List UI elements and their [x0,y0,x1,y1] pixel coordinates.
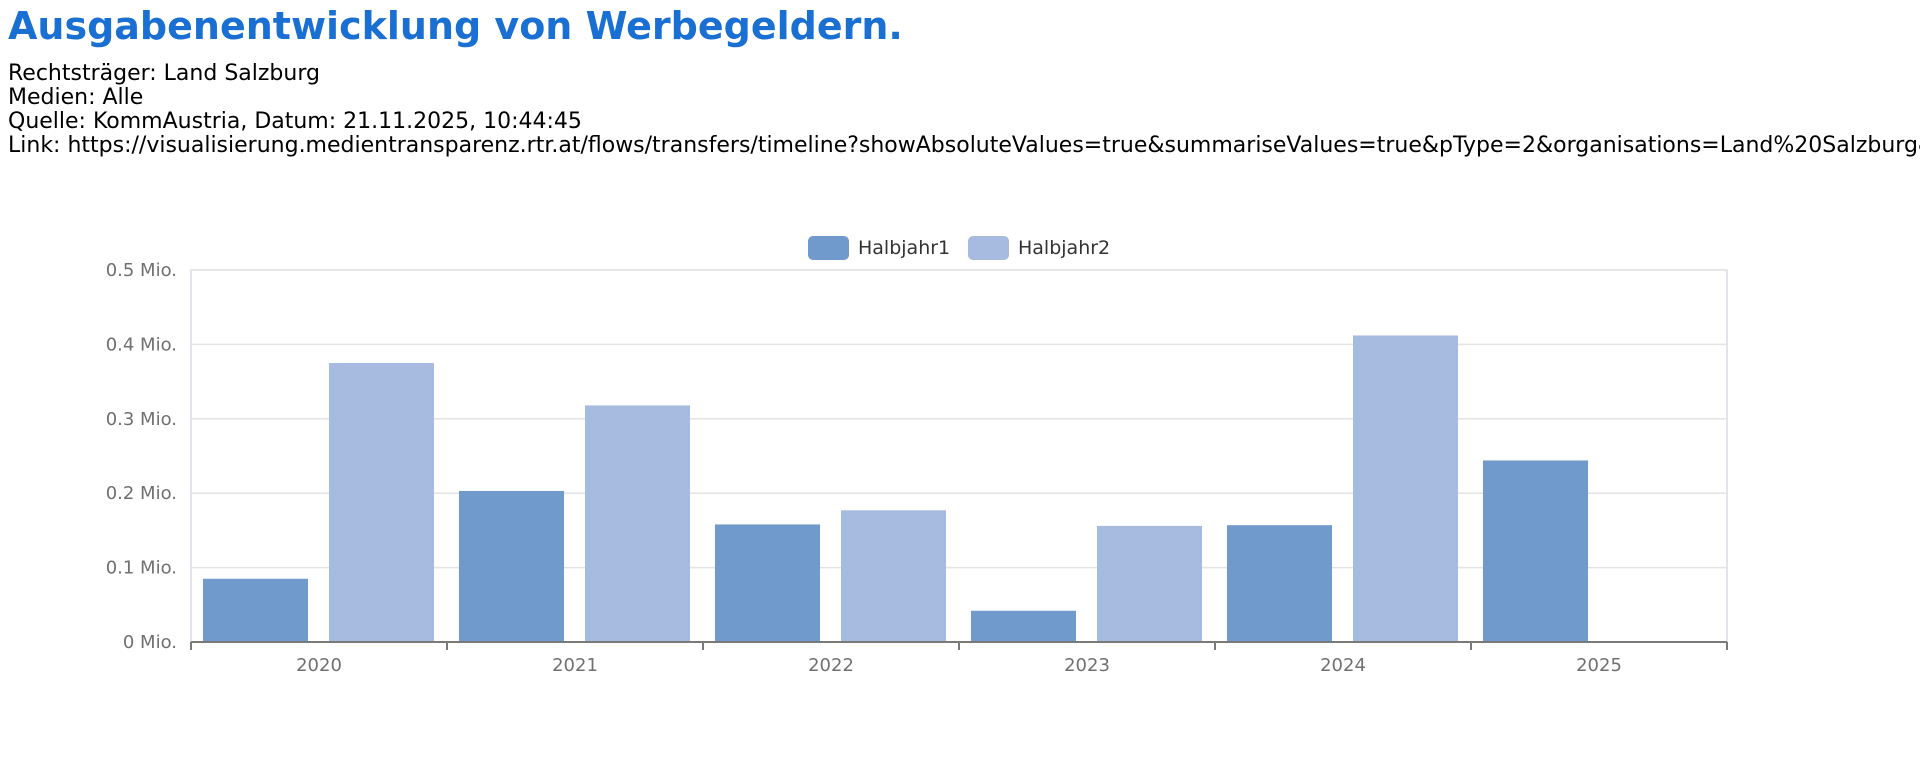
legend-item-halbjahr1[interactable]: Halbjahr1 [808,236,950,260]
bar-halbjahr1-2021 [459,490,564,642]
bar-halbjahr2-2020 [329,363,434,642]
link-text: Link: https://visualisierung.medientrans… [8,133,1920,158]
axes: 0 Mio. 0.1 Mio. 0.2 Mio. 0.3 Mio. 0.4 Mio. 0.… [106,260,1728,676]
report-meta: Rechtsträger: Land Salzburg Medien: Alle… [8,62,1920,158]
quelle-text: Quelle: KommAustria, Datum: 21.11.2025, … [8,109,582,134]
rechtstraeger-text: Rechtsträger: Land Salzburg [8,61,320,86]
bar-halbjahr1-2020 [203,578,308,642]
legend-swatch [808,236,849,260]
y-tick-label: 0.4 Mio. [106,334,177,355]
y-tick-label: 0.2 Mio. [106,483,177,504]
bar-halbjahr1-2024 [1227,525,1332,642]
legend-label: Halbjahr2 [1018,237,1110,259]
legend-item-halbjahr2[interactable]: Halbjahr2 [968,236,1110,260]
y-tick-label: 0.3 Mio. [106,409,177,430]
medien-text: Medien: Alle [8,85,144,110]
page-title: Ausgabenentwicklung von Werbegeldern. [8,4,903,48]
bar-halbjahr1-2025 [1483,460,1588,642]
bar-halbjahr2-2023 [1097,525,1202,642]
x-tick-label: 2021 [552,655,598,676]
x-tick-label: 2024 [1320,655,1366,676]
legend-swatch [968,236,1009,260]
legend-label: Halbjahr1 [858,237,950,259]
bars [203,335,1588,642]
y-tick-label: 0 Mio. [123,632,177,653]
bar-halbjahr1-2022 [715,524,820,642]
bar-halbjahr2-2021 [585,405,690,642]
bar-halbjahr1-2023 [971,610,1076,642]
x-tick-label: 2023 [1064,655,1110,676]
legend[interactable]: Halbjahr1 Halbjahr2 [808,236,1110,260]
bar-halbjahr2-2024 [1353,335,1458,642]
x-tick-label: 2022 [808,655,854,676]
x-tick-label: 2020 [296,655,342,676]
y-tick-label: 0.1 Mio. [106,558,177,579]
x-tick-label: 2025 [1576,655,1622,676]
bar-halbjahr2-2022 [841,510,946,642]
y-tick-label: 0.5 Mio. [106,260,177,281]
